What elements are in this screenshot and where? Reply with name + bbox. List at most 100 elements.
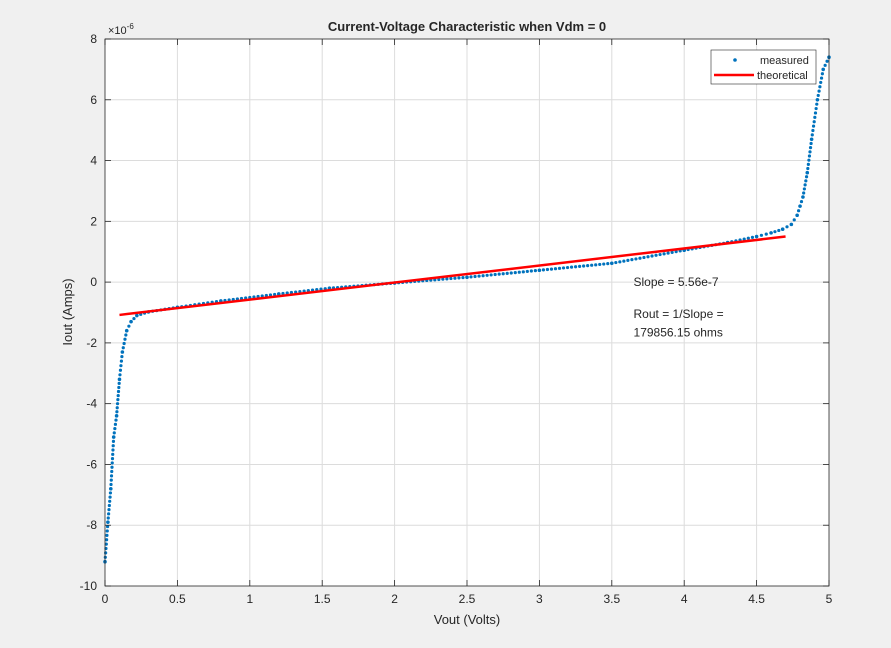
measured-point: [819, 80, 823, 85]
measured-point: [116, 393, 120, 398]
measured-point: [505, 271, 509, 275]
measured-point: [115, 402, 120, 406]
measured-point: [489, 273, 493, 277]
measured-point: [590, 263, 594, 267]
measured-point: [115, 410, 119, 414]
annotation-text: 179856.15 ohms: [634, 325, 723, 339]
measured-point: [111, 435, 116, 439]
measured-point: [764, 232, 768, 236]
y-exponent-base: ×10: [108, 25, 127, 37]
measured-point: [815, 102, 819, 106]
measured-point: [622, 259, 626, 263]
measured-point: [602, 262, 606, 266]
measured-point: [813, 115, 817, 119]
theoretical-line: [119, 235, 786, 317]
x-tick-label: 3: [536, 592, 543, 606]
x-tick-label: 1.5: [314, 592, 331, 606]
measured-point: [517, 270, 521, 274]
measured-point: [509, 271, 513, 275]
measured-point: [801, 195, 805, 199]
annotations: Slope = 5.56e-7 Rout = 1/Slope = 179856.15…: [634, 275, 724, 339]
x-tick-label: 0: [102, 592, 109, 606]
measured-point: [501, 272, 505, 276]
measured-point: [437, 277, 441, 282]
measured-point: [606, 262, 610, 266]
measured-point: [809, 137, 814, 142]
measured-point: [127, 324, 131, 328]
measured-point: [256, 294, 260, 299]
measured-point: [785, 225, 789, 229]
measured-point: [465, 275, 469, 280]
measured-point: [630, 258, 634, 262]
y-tick-label: 4: [90, 154, 97, 168]
measured-point: [108, 491, 113, 495]
measured-point: [582, 264, 586, 268]
x-tick-label: 4.5: [748, 592, 765, 606]
measured-point: [285, 291, 289, 295]
measured-point: [473, 274, 477, 279]
measured-point: [569, 265, 574, 269]
measured-point: [441, 277, 445, 281]
measured-point: [129, 319, 133, 324]
measured-point: [646, 255, 650, 259]
measured-point: [453, 276, 457, 280]
measured-point: [807, 158, 811, 162]
measured-point: [594, 263, 598, 267]
measured-point: [124, 328, 129, 333]
measured-point: [662, 252, 666, 256]
series-layer: [103, 55, 831, 564]
measured-point: [110, 469, 114, 474]
measured-point: [273, 292, 277, 297]
measured-point: [113, 426, 117, 431]
measured-point: [545, 267, 550, 272]
y-tick-label: -4: [86, 397, 97, 411]
measured-point: [135, 313, 139, 318]
measured-point: [813, 111, 818, 115]
measured-point: [477, 274, 481, 278]
measured-point: [777, 228, 781, 233]
chart-title: Current-Voltage Characteristic when Vdm …: [328, 19, 606, 34]
measured-point: [819, 76, 824, 80]
measured-point: [114, 414, 119, 418]
legend-label-theoretical: theoretical: [757, 70, 808, 82]
measured-point: [670, 250, 674, 254]
measured-point: [121, 346, 125, 350]
measured-point: [111, 439, 116, 443]
y-tick-label: 0: [90, 275, 97, 289]
measured-point: [111, 448, 115, 452]
grid-lines: [105, 39, 829, 586]
measured-point: [816, 93, 820, 98]
measured-point: [122, 341, 126, 346]
measured-point: [806, 162, 810, 166]
measured-point: [804, 179, 808, 183]
measured-point: [113, 422, 118, 426]
measured-point: [610, 261, 614, 266]
y-axis-label: Iout (Amps): [60, 278, 75, 345]
measured-point: [497, 272, 501, 276]
measured-point: [104, 551, 108, 555]
measured-point: [808, 146, 813, 150]
measured-point: [586, 263, 590, 268]
measured-point: [769, 231, 773, 235]
measured-point: [796, 209, 801, 213]
annotation-text: Slope = 5.56e-7: [634, 275, 719, 289]
measured-point: [260, 294, 264, 298]
y-tick-label: -8: [86, 518, 97, 532]
measured-point: [803, 183, 807, 187]
measured-point: [658, 252, 662, 257]
measured-point: [457, 276, 461, 280]
legend-marker-measured: [733, 58, 737, 62]
legend[interactable]: measured theoretical: [710, 49, 817, 85]
measured-point: [642, 255, 646, 260]
measured-point: [108, 495, 112, 499]
measured-point: [111, 444, 115, 448]
measured-point: [553, 267, 558, 271]
measured-point: [481, 274, 485, 278]
measured-point: [812, 120, 816, 124]
measured-point: [116, 398, 120, 402]
measured-point: [107, 503, 111, 508]
measured-point: [802, 191, 806, 195]
measured-point: [105, 533, 109, 537]
